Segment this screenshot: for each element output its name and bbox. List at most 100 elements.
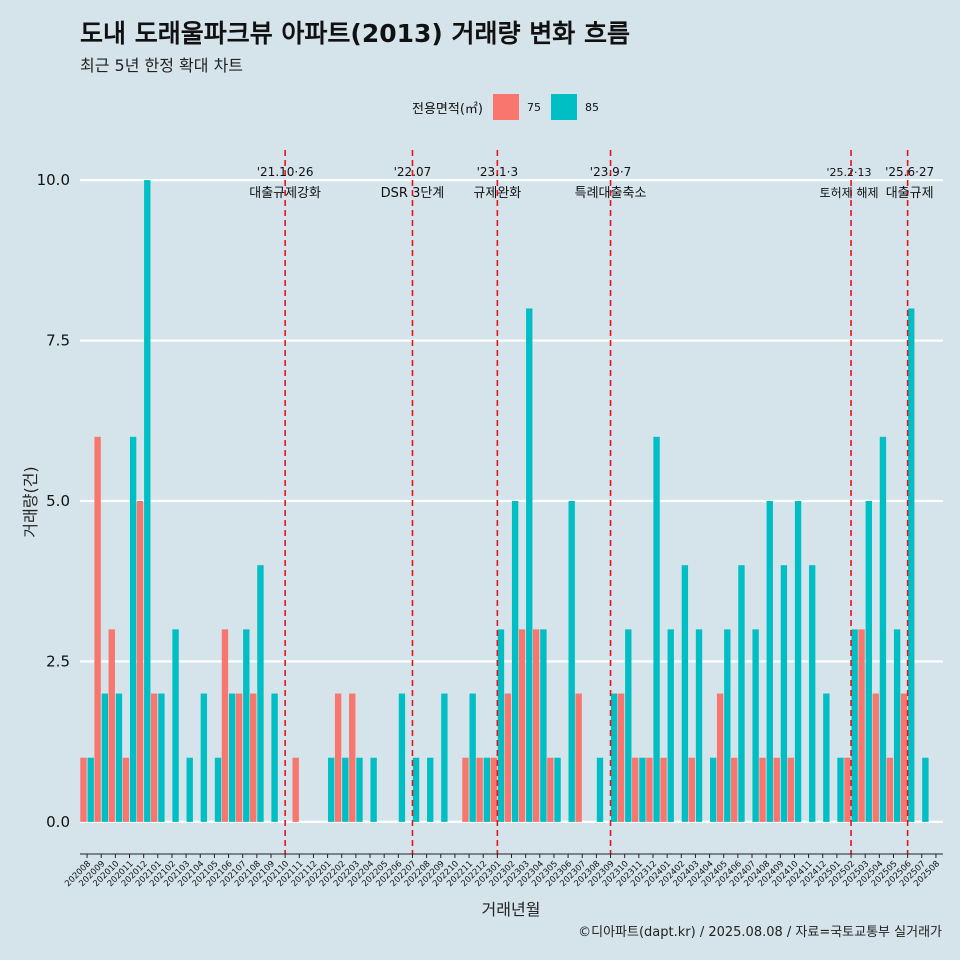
event-name-label: 대출규제	[886, 186, 934, 201]
bar-85-202303	[526, 308, 533, 822]
bar-75-202101	[151, 693, 158, 822]
y-axis-label: 거래량(건)	[21, 466, 40, 538]
bar-75-202406	[731, 757, 738, 822]
legend-key-75	[492, 94, 519, 120]
axes: 0.02.55.07.510.0202008202009202010202011…	[37, 171, 943, 889]
bar-85-202411	[809, 565, 816, 822]
bar-75-202008	[80, 757, 87, 822]
bar-75-202111	[292, 757, 299, 822]
bar-75-202012	[136, 501, 144, 822]
bar-75-202403	[688, 757, 695, 822]
bar-85-202304	[540, 629, 547, 822]
bar-85-202011	[129, 436, 137, 822]
bar-85-202306	[568, 501, 575, 822]
bar-85-202008	[87, 757, 94, 822]
bar-85-202412	[823, 693, 830, 822]
bar-85-202402	[681, 565, 689, 822]
bar-85-202102	[172, 629, 179, 822]
bar-85-202202	[342, 757, 349, 822]
bar-85-202209	[441, 693, 448, 822]
bar-75-202212	[476, 757, 483, 822]
bar-85-202401	[667, 629, 674, 822]
bar-75-202211	[462, 757, 469, 822]
bar-85-202104	[200, 693, 208, 822]
bar-85-202504	[879, 436, 887, 822]
bar-85-202403	[695, 629, 703, 822]
event-name-label: 특례대출축소	[575, 186, 647, 201]
bar-85-202309	[610, 693, 618, 822]
bar-85-202503	[865, 501, 872, 822]
bar-85-202105	[214, 757, 222, 822]
bar-75-202108	[250, 693, 257, 822]
bar-85-202107	[243, 629, 250, 822]
bar-75-202305	[547, 757, 554, 822]
bar-75-202410	[787, 757, 795, 822]
bar-85-202301	[497, 629, 505, 822]
bar-75-202503	[858, 629, 865, 822]
legend: 전용면적(㎡) 75 85	[412, 93, 609, 121]
event-date-label: '22.07	[394, 165, 432, 179]
bar-85-202109	[271, 693, 278, 822]
bar-85-202501	[837, 757, 844, 822]
bar-85-202410	[794, 501, 802, 822]
bar-85-202302	[511, 501, 519, 822]
bar-85-202405	[724, 629, 731, 822]
bar-85-202409	[780, 565, 788, 822]
bar-85-202408	[766, 501, 773, 822]
bar-85-202505	[893, 629, 901, 822]
event-date-label: '21.10·26	[257, 165, 314, 179]
x-axis-label: 거래년월	[481, 900, 541, 919]
bar-75-202307	[575, 693, 582, 822]
event-name-label: 토허제 해제	[820, 186, 879, 200]
y-tick-label: 2.5	[46, 652, 70, 670]
bar-75-202203	[349, 693, 356, 822]
bar-75-202303	[518, 629, 526, 822]
bar-85-202103	[186, 757, 193, 822]
bar-75-202010	[108, 629, 115, 822]
event-date-label: '25.6·27	[885, 165, 934, 179]
bar-85-202207	[412, 757, 420, 822]
bar-85-202204	[370, 757, 377, 822]
bar-75-202107	[235, 693, 243, 822]
bar-85-202312	[653, 436, 660, 822]
chart-title: 도내 도래울파크뷰 아파트(2013) 거래량 변화 흐름	[80, 19, 630, 48]
event-date-label: '23.9·7	[590, 165, 631, 179]
y-tick-label: 7.5	[46, 332, 70, 350]
bar-75-202311	[632, 757, 639, 822]
bar-85-202108	[257, 565, 264, 822]
bar-85-202010	[115, 693, 123, 822]
bar-85-202406	[738, 565, 745, 822]
bar-85-202012	[144, 180, 151, 822]
legend-key-85	[550, 94, 577, 120]
source-caption: ©디아파트(dapt.kr) / 2025.08.08 / 자료=국토교통부 실…	[578, 925, 942, 940]
bar-85-202211	[469, 693, 476, 822]
bar-75-202106	[221, 629, 229, 822]
bar-75-202504	[872, 693, 879, 822]
event-name-label: 규제완화	[473, 186, 521, 201]
bar-75-202505	[886, 757, 894, 822]
bar-85-202506	[908, 308, 915, 822]
bar-75-202202	[334, 693, 342, 822]
bar-85-202009	[101, 693, 109, 822]
bar-85-202201	[328, 757, 335, 822]
legend-label-85: 85	[584, 100, 599, 114]
bar-85-202404	[709, 757, 717, 822]
event-name-label: 대출규제강화	[249, 186, 321, 201]
bar-75-202401	[660, 757, 667, 822]
y-tick-label: 5.0	[46, 492, 70, 510]
bar-75-202405	[716, 693, 724, 822]
bar-85-202206	[398, 693, 406, 822]
bar-85-202106	[228, 693, 236, 822]
event-date-label: '23.1·3	[477, 165, 518, 179]
bar-85-202305	[554, 757, 561, 822]
chart-subtitle: 최근 5년 한정 확대 차트	[80, 56, 244, 75]
bar-75-202304	[533, 629, 540, 822]
bar-85-202507	[922, 757, 929, 822]
bar-75-202409	[773, 757, 780, 822]
event-date-label: '25.2·13	[827, 166, 872, 179]
bar-85-202407	[752, 629, 759, 822]
bars	[80, 180, 929, 822]
bar-85-202311	[639, 757, 646, 822]
